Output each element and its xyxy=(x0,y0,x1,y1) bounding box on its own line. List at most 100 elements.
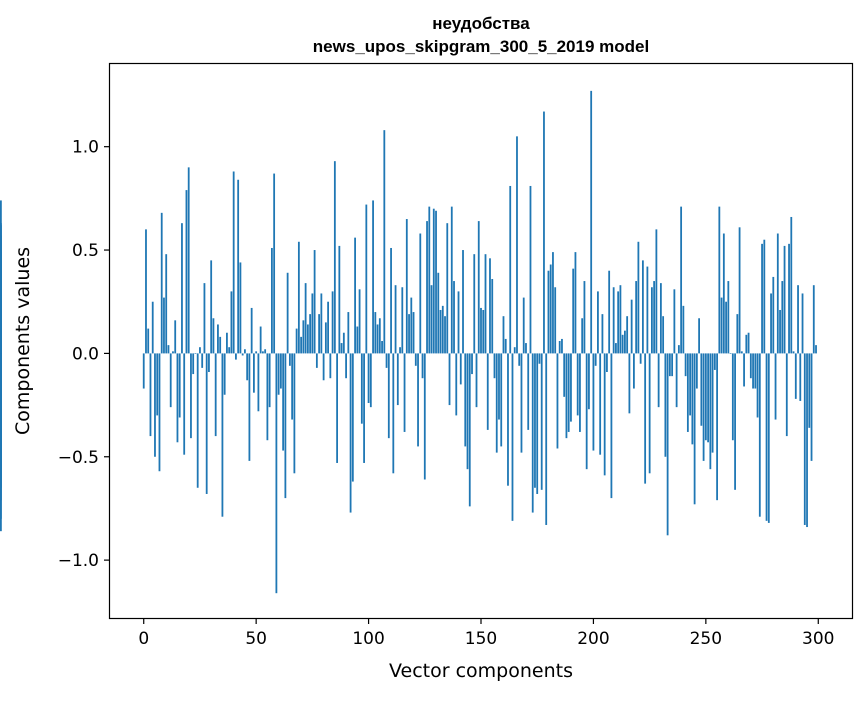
bar xyxy=(668,353,671,377)
bar xyxy=(329,353,332,379)
bar xyxy=(684,353,687,377)
bar xyxy=(228,347,231,354)
bar xyxy=(196,353,199,488)
bar xyxy=(581,318,584,354)
bar xyxy=(698,318,700,354)
bar xyxy=(338,245,341,354)
bar xyxy=(788,243,790,354)
bar xyxy=(774,353,777,420)
x-tick-label: 50 xyxy=(245,629,267,649)
bar xyxy=(390,247,392,354)
bar xyxy=(628,353,631,414)
bar xyxy=(408,314,410,354)
bar xyxy=(673,289,676,354)
bar xyxy=(286,272,289,354)
bar xyxy=(722,233,725,354)
bar xyxy=(455,353,458,416)
bar xyxy=(561,338,563,354)
bar xyxy=(713,353,716,370)
bar xyxy=(322,353,325,381)
bar xyxy=(491,278,494,354)
bar xyxy=(736,314,739,354)
bar xyxy=(273,173,276,354)
bar xyxy=(257,353,260,412)
bar xyxy=(610,353,613,499)
bar xyxy=(349,353,352,513)
bar xyxy=(199,347,201,354)
bar xyxy=(534,353,536,488)
bar xyxy=(711,353,714,453)
bar xyxy=(183,353,186,455)
bar xyxy=(403,353,406,432)
bar xyxy=(444,316,446,354)
bar xyxy=(659,283,662,354)
bar xyxy=(268,353,271,408)
bar xyxy=(513,347,516,354)
y-tick-label: 1.0 xyxy=(72,138,99,158)
bar xyxy=(662,316,665,354)
bar xyxy=(457,291,460,354)
bar xyxy=(671,353,674,377)
x-tick-label: 250 xyxy=(690,629,722,649)
bar xyxy=(707,353,709,443)
bar xyxy=(417,353,419,447)
bar xyxy=(212,318,215,354)
bar xyxy=(639,353,642,364)
bar xyxy=(522,297,525,354)
bar xyxy=(597,291,599,354)
bar xyxy=(756,353,759,418)
y-axis-label: Components values xyxy=(12,247,34,435)
bar xyxy=(554,287,557,354)
bar xyxy=(203,283,206,354)
bar xyxy=(214,353,217,437)
bar xyxy=(507,353,509,486)
bar xyxy=(381,341,383,354)
bar xyxy=(624,330,626,354)
bar xyxy=(588,353,590,410)
bar xyxy=(630,299,633,354)
bar xyxy=(720,297,723,354)
bar xyxy=(556,353,559,449)
bar xyxy=(689,353,692,416)
bar xyxy=(590,90,593,354)
bar xyxy=(754,353,757,389)
bar xyxy=(237,179,240,354)
bar xyxy=(617,291,620,354)
bar xyxy=(309,314,312,354)
y-tick-label: −0.5 xyxy=(58,448,99,468)
bar xyxy=(565,353,568,439)
bar xyxy=(167,345,170,354)
bar xyxy=(358,289,361,354)
bar xyxy=(169,353,172,408)
y-axis: −1.0 −0.5 0.0 0.5 1.0 xyxy=(58,138,110,571)
bar xyxy=(664,353,667,457)
bar xyxy=(686,353,689,432)
bar xyxy=(331,291,334,354)
bar xyxy=(783,245,786,354)
bar xyxy=(145,229,147,354)
bar xyxy=(608,270,611,354)
bar xyxy=(776,233,779,354)
bar xyxy=(412,312,415,354)
bar xyxy=(392,353,395,474)
bar xyxy=(626,316,629,354)
bars-group xyxy=(0,90,817,594)
bar xyxy=(165,254,168,354)
bar xyxy=(432,208,435,354)
bar xyxy=(745,334,748,354)
bar xyxy=(641,260,644,354)
bar xyxy=(156,353,159,416)
bar xyxy=(448,353,451,406)
bar xyxy=(650,287,653,354)
bar xyxy=(563,353,566,397)
bar xyxy=(176,353,179,443)
bar xyxy=(489,258,491,354)
bar xyxy=(210,260,213,354)
bar xyxy=(235,353,237,360)
bar xyxy=(378,318,381,354)
bar xyxy=(297,241,300,354)
bar xyxy=(677,345,680,354)
bar xyxy=(342,332,345,354)
bar xyxy=(147,328,150,354)
bar xyxy=(279,353,282,389)
